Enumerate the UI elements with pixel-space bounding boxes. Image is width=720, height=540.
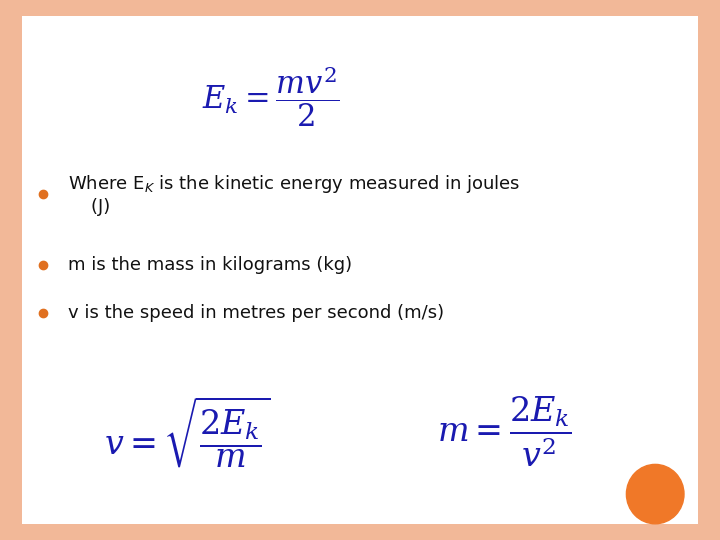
- Text: m is the mass in kilograms (kg): m is the mass in kilograms (kg): [68, 255, 353, 274]
- Text: v is the speed in metres per second (m/s): v is the speed in metres per second (m/s…: [68, 304, 444, 322]
- FancyBboxPatch shape: [22, 16, 698, 524]
- Text: Where $\mathregular{E}_K$ is the kinetic energy measured in joules
    (J): Where $\mathregular{E}_K$ is the kinetic…: [68, 173, 521, 216]
- Text: $E_k = \dfrac{mv^2}{2}$: $E_k = \dfrac{mv^2}{2}$: [202, 65, 339, 130]
- Text: $v = \sqrt{\dfrac{2E_k}{m}}$: $v = \sqrt{\dfrac{2E_k}{m}}$: [104, 394, 270, 470]
- Ellipse shape: [626, 464, 684, 524]
- Text: $m = \dfrac{2E_k}{v^2}$: $m = \dfrac{2E_k}{v^2}$: [436, 395, 572, 469]
